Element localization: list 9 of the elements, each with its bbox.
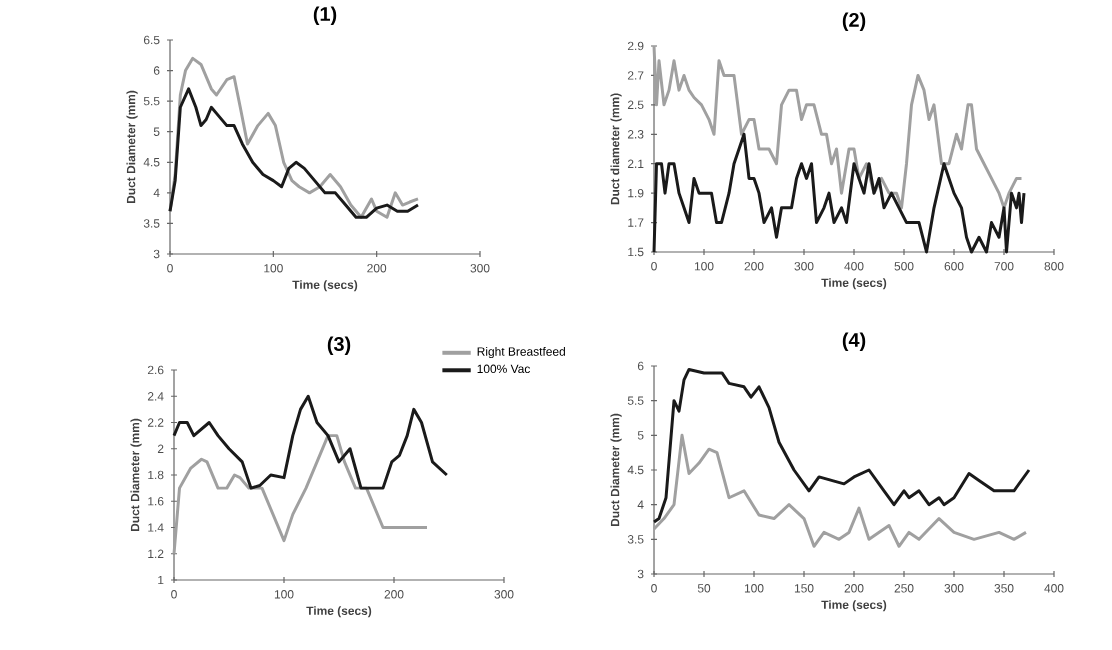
line-series (168, 56, 420, 219)
chart-title: (3) (327, 336, 351, 355)
line-series (652, 44, 1023, 210)
line-series (168, 87, 420, 219)
line-series (652, 367, 1031, 524)
chart-title: (1) (313, 6, 337, 25)
chart-title: (4) (842, 332, 866, 351)
chart-title: (2) (842, 12, 866, 31)
line-series (652, 433, 1028, 548)
